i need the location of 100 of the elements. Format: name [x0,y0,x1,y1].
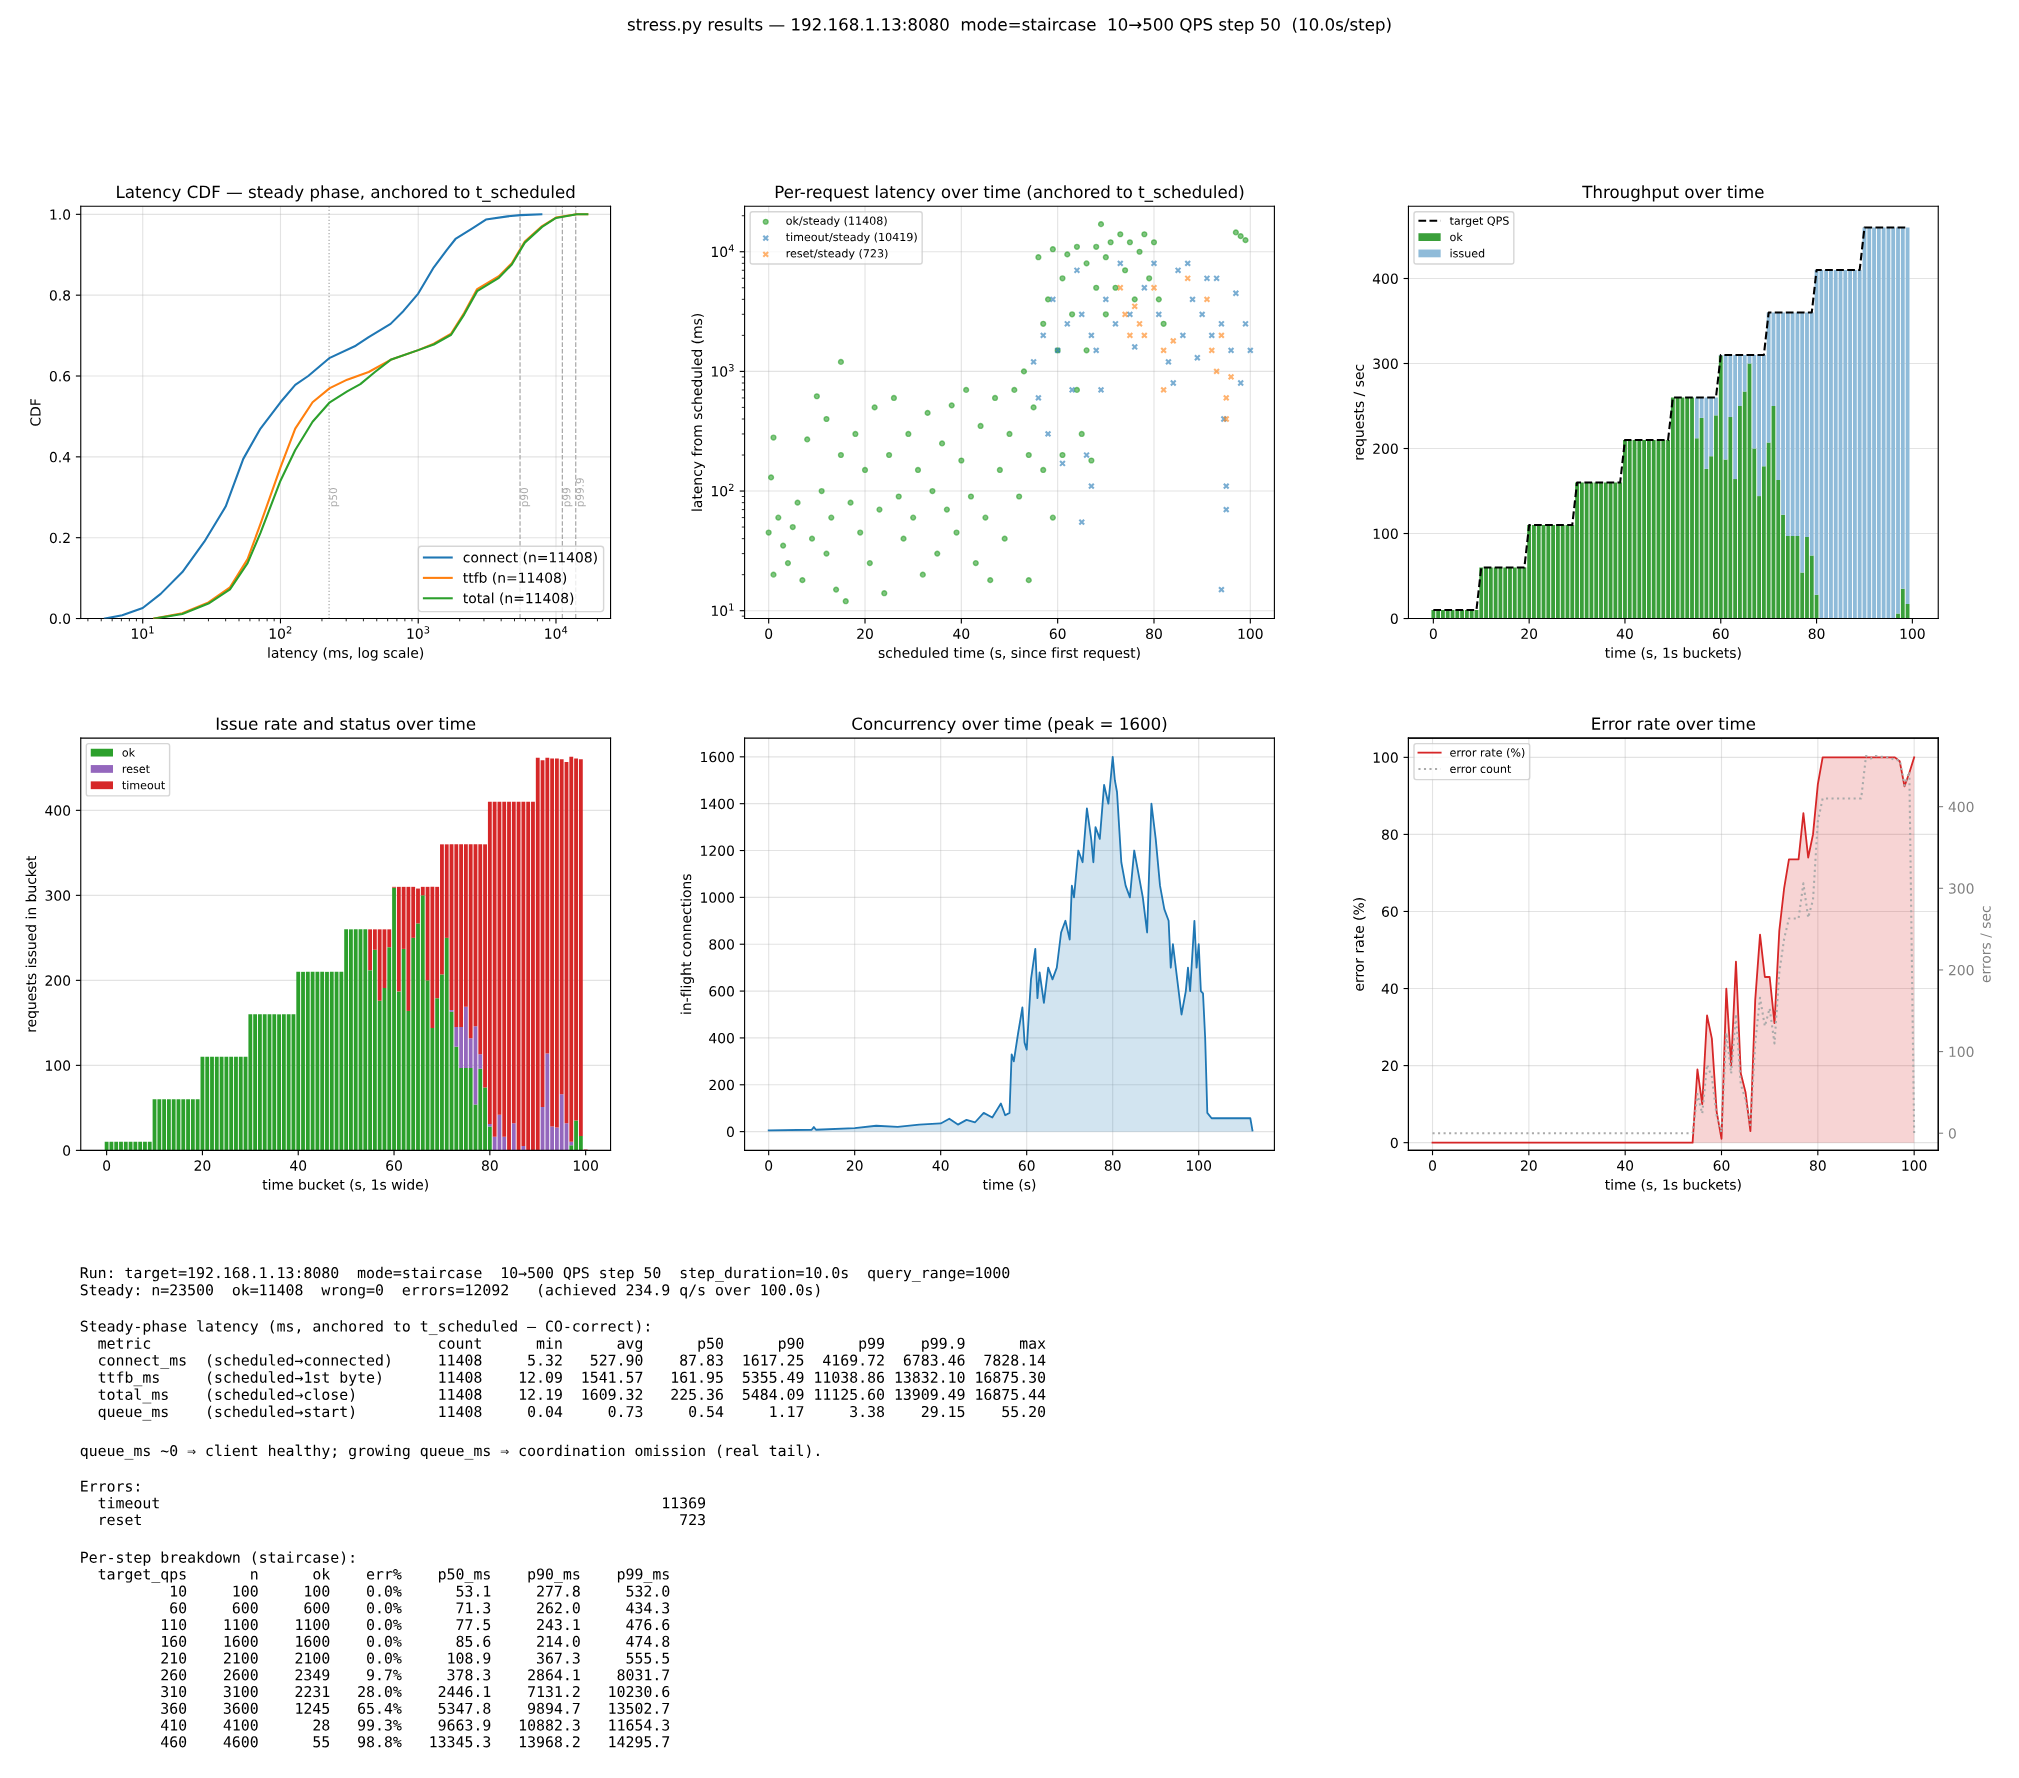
point [1083,451,1091,459]
y-tick-label: 0.2 [49,532,70,544]
text: Errors: timeout 11369 reset 723 [81,1480,706,1526]
bar [1790,536,1795,619]
y2-tick-label: 400 [1948,801,1974,813]
bar [1536,525,1541,619]
x-tick-label: 0 [1429,628,1437,639]
legend-label: ok [1450,232,1463,242]
point [1121,310,1129,318]
y-tick-label: 40 [1381,983,1398,995]
bar [1498,567,1503,619]
y-tick-label: 1600 [701,751,734,763]
y2-axis-title: errors / sec [1980,906,1992,983]
y-tick-label: 0.0 [49,613,71,624]
legend-label: total (n=11408) [463,592,574,605]
y-tick-label: 10$^{2}$ [711,483,734,497]
x-tick-label: 0 [1429,1160,1437,1171]
bar [363,929,368,1151]
bar [1790,312,1795,537]
bar [1699,417,1704,619]
y-tick-label: 100 [46,1060,71,1071]
bar [224,1056,229,1151]
x-tick-label: 80 [1809,1160,1826,1171]
bar [238,1056,243,1151]
bar [406,886,411,1011]
y-tick-label: 20 [1382,1060,1398,1072]
legend-label: timeout/steady (10419) [786,232,917,244]
bar [430,886,435,1028]
bar [1651,440,1656,619]
y-tick-label: 10$^{1}$ [711,603,734,617]
bar [468,1067,473,1151]
x-tick-label: 10$^{1}$ [132,626,154,639]
y-tick-label: 1200 [701,845,734,856]
bar [569,756,574,1142]
x-tick-label: 0 [103,1160,111,1171]
bar [468,844,473,1039]
y-tick-label: 0.8 [49,290,71,301]
x-tick-label: 0 [765,628,773,639]
x-tick-label: 80 [1104,1160,1121,1171]
bar [1867,227,1872,619]
x-axis-title: latency (ms, log scale) [268,647,424,661]
y-axis-title: requests / sec [1353,364,1367,460]
y-axis-title: error rate (%) [1353,898,1366,991]
bar [171,1099,176,1151]
bar [219,1056,224,1151]
x-tick-label: 100 [1902,1160,1927,1171]
y-tick-label: 400 [45,805,71,816]
ref-line-label: p99.9 [575,478,586,507]
chart-title: Throughput over time [1582,185,1764,202]
legend-label: timeout [122,780,165,790]
bar [1546,525,1551,619]
x-tick-label: 60 [1713,1160,1730,1171]
point [1073,266,1081,274]
x-tick-label: 40 [1616,628,1633,639]
y-tick-label: 600 [709,986,734,997]
bar [310,971,315,1151]
y-tick-label: 200 [45,975,71,986]
x-tick-label: 20 [1521,1160,1537,1171]
bar [516,801,521,1151]
point [1169,379,1177,387]
chart-title: Latency CDF — steady phase, anchored to t_scheduled [117,185,575,202]
x-tick-label: 10$^{3}$ [407,626,430,639]
x-tick-label: 80 [1146,628,1162,639]
bar [1431,610,1436,619]
y2-tick-label: 200 [1948,964,1974,976]
bar [401,948,406,1151]
chart-title: Error rate over time [1592,717,1756,730]
bar [157,1099,162,1151]
point [1126,331,1134,339]
bar [1704,397,1709,469]
bar [521,801,526,1147]
bar [521,1146,526,1151]
bar [123,1141,128,1151]
y-tick-label: 400 [709,1032,734,1044]
bar [133,1141,138,1151]
bar [114,1141,119,1151]
bar [1560,525,1565,619]
x-axis-title: time (s) [982,1179,1036,1192]
y-tick-label: 0.4 [49,451,71,463]
bar [478,1068,483,1151]
text: Per-step breakdown (staircase): target_qps n ok err% p50_ms p90_ms p99_ms 10 100 100 0.0% 53.1 277.8 532.0 60 600 600 0.0% 71.3 262.0 434.3 110 1100 1100 0.0% 77.5 243.1 476.6 160 1600 1600 0.0% 85.6 214.0 474.8 210 2100 2100 0.0% 108.9 367.3 555.5 260 2600 2349 9.7% 378.3 2864.1 8031.7 310 3100 2231 28.0% 2446.1 7131.2 10230.6 360 3600 1245 65.4% 5347.8 9894.7 13502.7 410 4100 28 99.3% 9663.9 10882.3 11654.3 460 4600 55 98.8% 13345.3 13968.2 14295.7 [81,1551,670,1748]
y-tick-label: 80 [1381,829,1398,840]
y-tick-label: 10$^{4}$ [711,244,734,258]
bar [1881,227,1886,619]
bar [1675,397,1680,619]
point [1179,331,1187,339]
x-tick-label: 100 [1238,628,1263,639]
point [1237,379,1245,387]
y-tick-label: 0 [1390,613,1398,624]
ref-line-label: p99 [562,488,573,507]
legend-label: error rate (%) [1450,748,1525,758]
y-tick-label: 0.6 [49,370,71,382]
x-tick-label: 10$^{4}$ [545,626,568,639]
x-tick-label: 20 [1521,628,1538,639]
x-tick-label: 0 [765,1160,773,1171]
legend-label: target QPS [1449,216,1509,227]
bar [1685,397,1690,619]
y-tick-label: 400 [1372,273,1398,284]
text: Run: target=192.168.1.13:8080 mode=staircase 10→500 QPS step 50 step_duration=10.0s query_range=1000 Steady: n=23500 ok=11408 wrong=0 errors=12092 (achieved 234.9 q/s over 100.0s) [80,1266,1010,1299]
x-tick-label: 100 [1186,1160,1212,1171]
